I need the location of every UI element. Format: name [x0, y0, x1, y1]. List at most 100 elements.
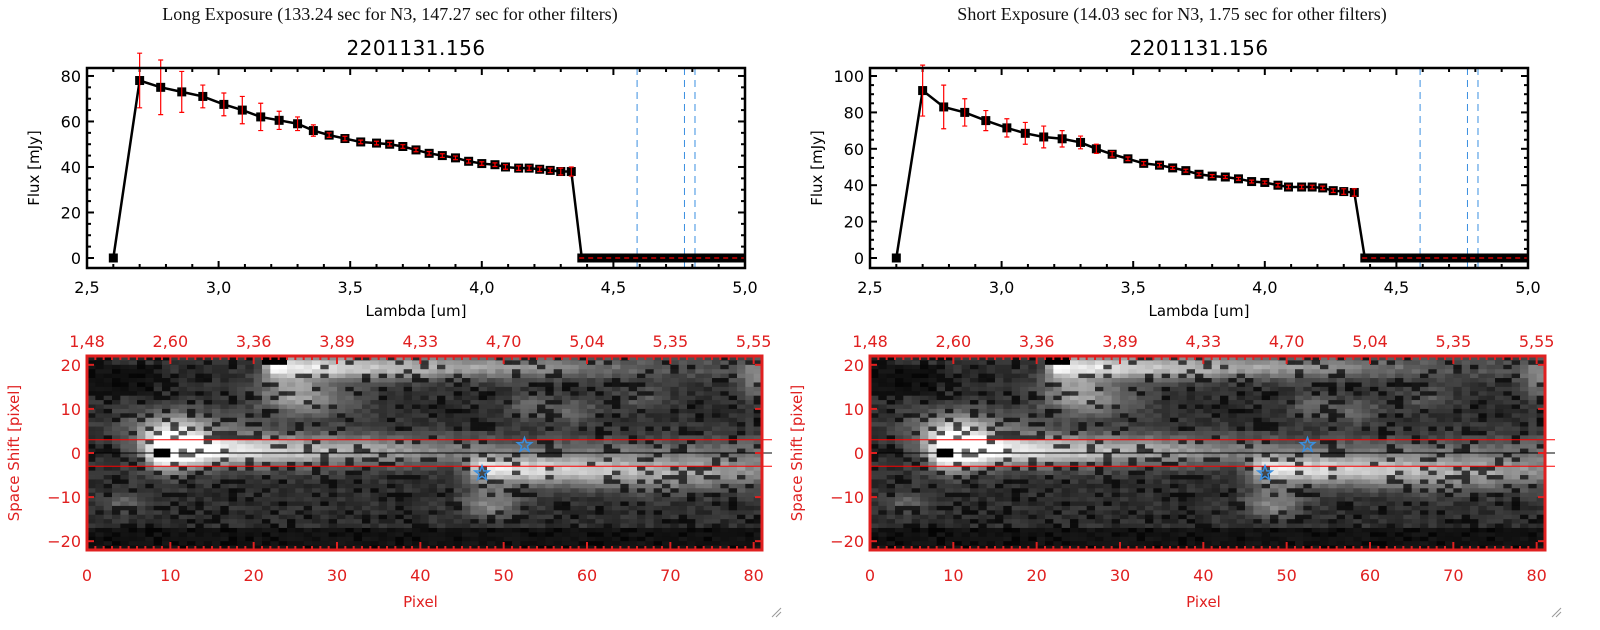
heatmap-cell	[1520, 369, 1529, 375]
heatmap-cell	[1145, 395, 1154, 401]
heatmap-cell	[612, 360, 621, 366]
heatmap-cell	[312, 426, 321, 432]
heatmap-cell	[212, 404, 221, 410]
heatmap-cell	[453, 470, 463, 476]
heatmap-cell	[1086, 386, 1096, 392]
heatmap-cell	[1245, 391, 1254, 397]
heatmap-cell	[1186, 360, 1196, 366]
heatmap-cell	[153, 404, 163, 410]
heatmap-cell	[728, 373, 738, 379]
heatmap-cell	[1428, 360, 1438, 366]
heatmap-cell	[628, 466, 638, 472]
heatmap-cell	[153, 356, 163, 361]
heatmap-cell	[1103, 395, 1113, 401]
heatmap-cell	[145, 541, 155, 546]
heatmap-cell	[162, 527, 171, 533]
heatmap-cell	[612, 382, 621, 388]
heatmap-cell	[87, 373, 96, 379]
heatmap-cell	[245, 545, 255, 551]
heatmap-cell	[553, 505, 563, 511]
heatmap-cell	[570, 360, 580, 366]
heatmap-cell	[362, 461, 371, 467]
heatmap-cell	[562, 404, 571, 410]
heatmap-cell	[528, 413, 538, 419]
heatmap-cell	[403, 545, 413, 551]
heatmap-cell	[520, 488, 530, 494]
heatmap-cell	[120, 475, 130, 480]
heatmap-cell	[187, 369, 196, 375]
heatmap-cell	[237, 545, 246, 551]
heatmap-cell	[645, 373, 655, 379]
heatmap-cell	[120, 510, 130, 516]
heatmap-cell	[203, 444, 213, 449]
heatmap-cell	[103, 461, 113, 467]
heatmap-cell	[145, 527, 155, 533]
heatmap-cell	[1336, 386, 1346, 392]
heatmap-cell	[437, 483, 446, 489]
heatmap-cell	[495, 369, 505, 375]
error-bar	[1125, 156, 1131, 162]
heatmap-cell	[728, 470, 738, 476]
heatmap-cell	[112, 488, 121, 494]
heatmap-cell	[120, 382, 130, 388]
heatmap-cell	[195, 505, 205, 511]
heatmap-cell	[462, 453, 471, 458]
heatmap-cell	[128, 378, 138, 383]
heatmap-cell	[195, 426, 205, 432]
heatmap-cell	[437, 439, 446, 445]
heatmap-cell	[337, 448, 346, 454]
heatmap-cell	[403, 497, 413, 502]
heatmap-cell	[653, 501, 663, 507]
heatmap-cell	[195, 510, 205, 516]
heatmap-cell	[220, 378, 230, 383]
heatmap-cell	[587, 386, 596, 392]
heatmap-cell	[128, 527, 138, 533]
heatmap-cell	[712, 545, 721, 551]
heatmap-cell	[528, 545, 538, 551]
heatmap-cell	[303, 501, 313, 507]
heatmap-cell	[353, 488, 363, 494]
heatmap-cell	[195, 413, 205, 419]
heatmap-cell	[720, 422, 730, 427]
heatmap-cell	[1186, 364, 1196, 370]
heatmap-cell	[728, 453, 738, 458]
heatmap-cell	[487, 527, 496, 533]
heatmap-cell	[428, 510, 438, 516]
heatmap-cell	[462, 360, 471, 366]
heatmap-cell	[695, 501, 705, 507]
heatmap-cell	[1070, 378, 1079, 383]
heatmap-cell	[437, 501, 446, 507]
heatmap-cell	[303, 466, 313, 472]
heatmap-cell	[412, 470, 421, 476]
heatmap-cell	[287, 373, 296, 379]
heatmap-cell	[203, 545, 213, 551]
heatmap-cell	[212, 510, 221, 516]
heatmap-cell	[1153, 386, 1163, 392]
heatmap-cell	[287, 417, 296, 423]
heatmap-cell	[978, 364, 988, 370]
heatmap-cell	[1211, 369, 1221, 375]
heatmap-cell	[87, 466, 96, 472]
heatmap-cell	[145, 417, 155, 423]
heatmap-cell	[287, 395, 296, 401]
heatmap-cell	[178, 404, 188, 410]
heatmap-cell	[395, 439, 405, 445]
heatmap-cell	[295, 404, 305, 410]
heatmap-cell	[528, 497, 538, 502]
heatmap-cell	[95, 519, 105, 524]
heatmap-cell	[612, 519, 621, 524]
heatmap-cell	[237, 422, 246, 427]
heatmap-cell	[662, 453, 671, 458]
heatmap-cell	[453, 400, 463, 405]
heatmap-cell	[595, 408, 605, 414]
heatmap-cell	[495, 373, 505, 379]
heatmap-cell	[162, 422, 171, 427]
heatmap-cell	[320, 475, 330, 480]
heatmap-cell	[1528, 391, 1538, 397]
heatmap-cell	[162, 461, 171, 467]
heatmap-cell	[653, 545, 663, 551]
heatmap-cell	[628, 475, 638, 480]
heatmap-cell	[128, 505, 138, 511]
heatmap-cell	[312, 457, 321, 463]
heatmap-cell	[662, 404, 671, 410]
